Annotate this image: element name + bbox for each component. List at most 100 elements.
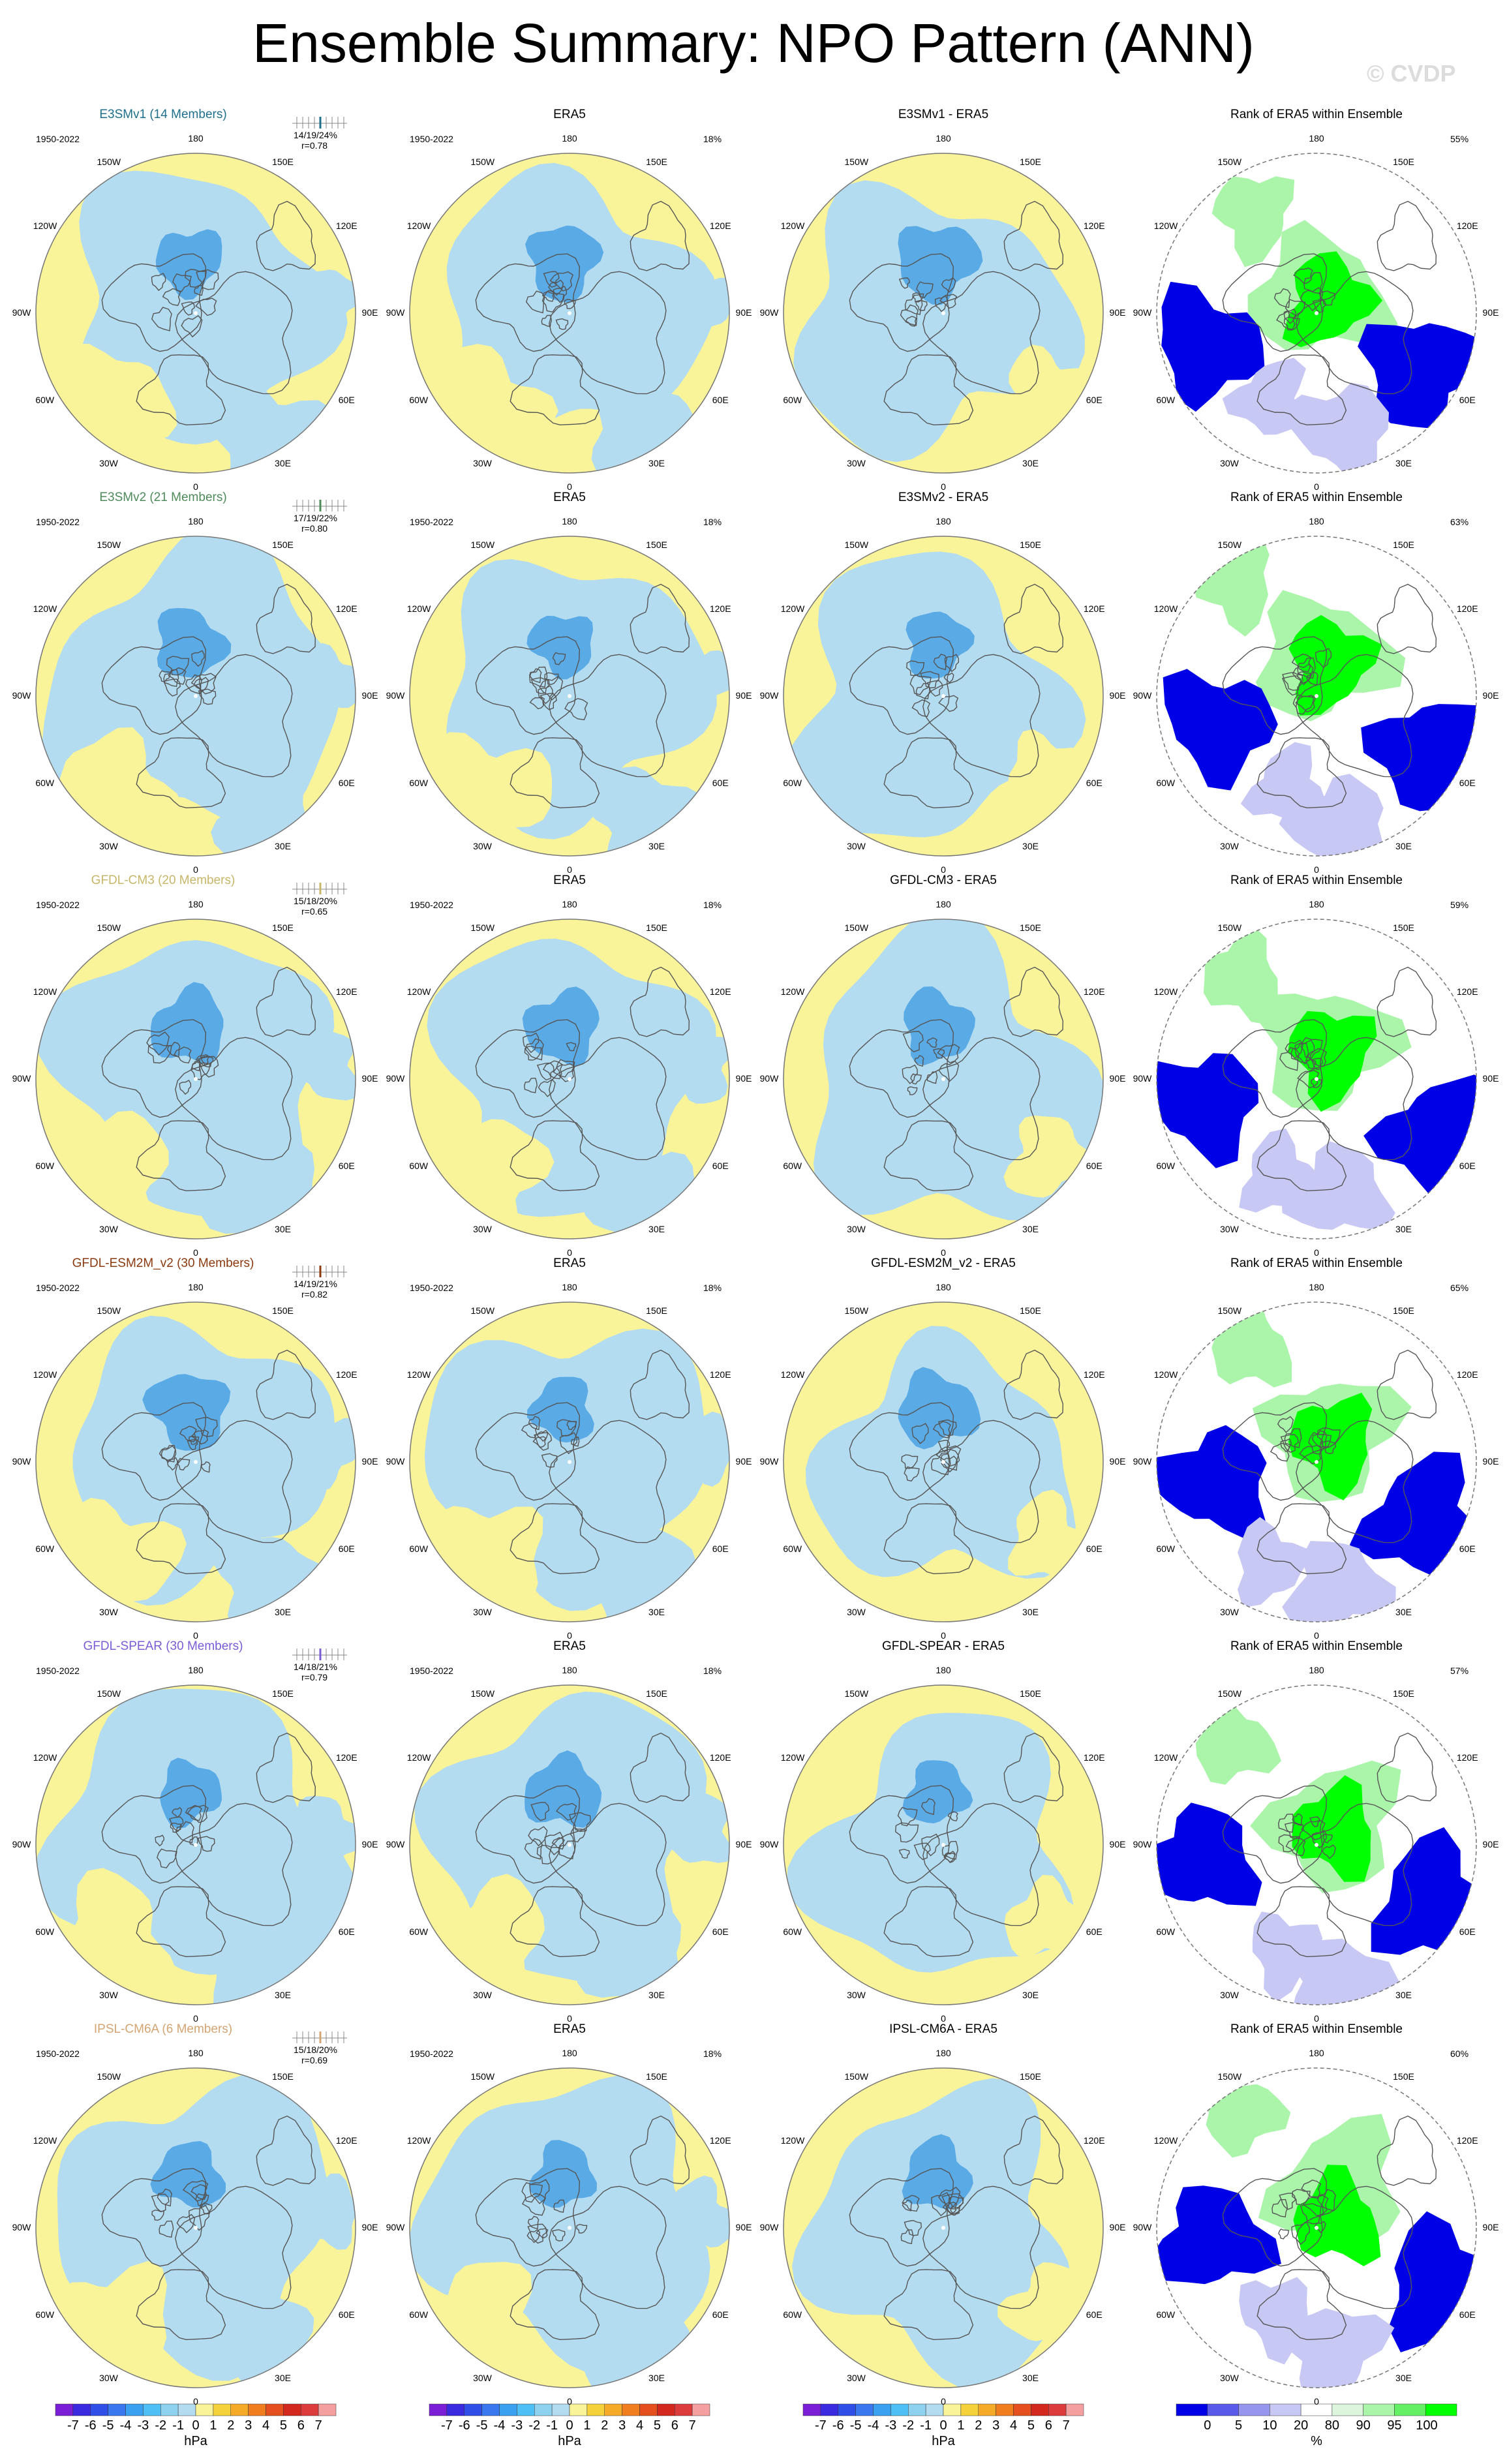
lon-label: 150W bbox=[97, 2071, 121, 2082]
map-boundary bbox=[409, 919, 730, 1240]
colorbar-swatch bbox=[160, 2403, 179, 2416]
lon-label: 120E bbox=[709, 220, 731, 231]
lon-label: 60W bbox=[409, 1543, 429, 1554]
colorbar bbox=[55, 2403, 337, 2416]
colorbar-swatch bbox=[143, 2403, 161, 2416]
lon-label: 150E bbox=[646, 922, 667, 933]
lon-label: 30W bbox=[99, 1224, 118, 1235]
rank-region bbox=[1358, 323, 1476, 429]
rank-title: Rank of ERA5 within Ensemble bbox=[1230, 1256, 1403, 1270]
lon-label: 0 bbox=[567, 2396, 572, 2407]
colorbar-swatch bbox=[802, 2403, 821, 2416]
coastlines bbox=[101, 966, 316, 1192]
lon-label: 150W bbox=[844, 539, 869, 550]
lon-label: 150W bbox=[1217, 922, 1242, 933]
lon-label: 90E bbox=[361, 2222, 378, 2232]
coastlines bbox=[1222, 1349, 1437, 1575]
map-boundary bbox=[783, 1684, 1104, 2005]
colorbar-tick-label: -7 bbox=[67, 2418, 79, 2433]
lon-label: 0 bbox=[941, 1630, 946, 1641]
lon-label: 30W bbox=[847, 2373, 866, 2384]
strong-negative-center bbox=[904, 986, 976, 1065]
map-boundary bbox=[35, 919, 356, 1240]
lon-label: 60E bbox=[1086, 1160, 1103, 1171]
lon-label: 180 bbox=[188, 899, 204, 909]
lon-label: 120E bbox=[1083, 986, 1105, 997]
colorbar-swatch bbox=[1031, 2403, 1049, 2416]
lon-label: 90W bbox=[12, 1456, 31, 1467]
lon-label: 30W bbox=[473, 458, 492, 469]
colorbar-swatch bbox=[1332, 2403, 1363, 2416]
lon-label: 90E bbox=[361, 1456, 378, 1467]
lon-label: 90E bbox=[1109, 690, 1126, 701]
difference-title: GFDL-SPEAR - ERA5 bbox=[882, 1639, 1005, 1653]
map-boundary bbox=[35, 1684, 356, 2005]
lon-label: 90W bbox=[759, 1839, 779, 1849]
lon-label: 150E bbox=[1020, 1688, 1041, 1699]
lon-label: 120W bbox=[1153, 986, 1178, 997]
rank-region bbox=[1281, 1141, 1395, 1232]
colorbar-swatch bbox=[72, 2403, 91, 2416]
lon-label: 150E bbox=[646, 2071, 667, 2082]
lon-label: 60E bbox=[1086, 394, 1103, 405]
lon-label: 150W bbox=[844, 1305, 869, 1316]
colorbar-swatch bbox=[978, 2403, 996, 2416]
colorbar-swatch bbox=[534, 2403, 553, 2416]
lon-label: 90W bbox=[12, 1839, 31, 1849]
map-boundary bbox=[783, 153, 1104, 474]
period-label: 1950-2022 bbox=[36, 2048, 80, 2059]
lon-label: 150W bbox=[1217, 2071, 1242, 2082]
ensemble-stats: 15/18/20% bbox=[294, 2045, 337, 2055]
model-title: E3SMv2 (21 Members) bbox=[99, 491, 227, 504]
lon-label: 30E bbox=[1395, 841, 1412, 852]
lon-label: 60W bbox=[35, 777, 55, 788]
colorbar-tick-label: 100 bbox=[1416, 2418, 1438, 2433]
lon-label: 120E bbox=[1456, 1752, 1478, 1763]
lon-label: 90E bbox=[361, 1073, 378, 1084]
lon-label: 30E bbox=[1395, 1607, 1412, 1618]
coastlines bbox=[849, 2115, 1064, 2341]
lon-label: 180 bbox=[562, 1665, 577, 1675]
colorbar-swatch bbox=[481, 2403, 500, 2416]
colorbar-swatch bbox=[1065, 2403, 1084, 2416]
lon-label: 30W bbox=[847, 1990, 866, 2001]
rank-title: Rank of ERA5 within Ensemble bbox=[1230, 2022, 1403, 2036]
colorbar-swatch bbox=[429, 2403, 448, 2416]
lon-label: 150E bbox=[272, 539, 294, 550]
colorbar-swatch bbox=[890, 2403, 909, 2416]
lon-label: 60W bbox=[783, 1543, 802, 1554]
lon-label: 90E bbox=[735, 307, 752, 318]
rank-region bbox=[1293, 2165, 1381, 2266]
lon-label: 120E bbox=[709, 603, 731, 614]
map-boundary bbox=[1156, 919, 1477, 1240]
era5-variance-pct: 18% bbox=[703, 517, 722, 527]
map-boundary bbox=[783, 919, 1104, 1240]
lon-label: 90W bbox=[1133, 1456, 1152, 1467]
lon-label: 120E bbox=[1083, 1369, 1105, 1380]
lon-label: 90E bbox=[1109, 1073, 1126, 1084]
difference-title: E3SMv1 - ERA5 bbox=[898, 108, 989, 121]
rank-region bbox=[1283, 382, 1389, 473]
coastlines bbox=[475, 583, 690, 809]
map-boundary bbox=[1156, 536, 1477, 857]
lon-label: 60W bbox=[1156, 2309, 1176, 2320]
lon-label: 0 bbox=[193, 864, 198, 875]
colorbar-unit: % bbox=[1311, 2434, 1322, 2448]
coastlines bbox=[101, 1732, 316, 1958]
strong-negative-center bbox=[525, 225, 604, 303]
lon-label: 150W bbox=[1217, 1688, 1242, 1699]
colorbar-tick-label: -1 bbox=[546, 2418, 558, 2433]
lon-label: 120E bbox=[1456, 1369, 1478, 1380]
coastlines bbox=[101, 2115, 316, 2341]
strong-negative-center bbox=[527, 1376, 594, 1443]
lon-label: 120E bbox=[1083, 603, 1105, 614]
lon-label: 150W bbox=[470, 2071, 495, 2082]
lon-label: 60W bbox=[35, 1926, 55, 1937]
lon-label: 120W bbox=[406, 220, 431, 231]
lon-label: 60E bbox=[1086, 2309, 1103, 2320]
colorbar-tick-label: 1 bbox=[209, 2418, 217, 2433]
period-label: 1950-2022 bbox=[36, 517, 80, 527]
lon-label: 120W bbox=[406, 1752, 431, 1763]
